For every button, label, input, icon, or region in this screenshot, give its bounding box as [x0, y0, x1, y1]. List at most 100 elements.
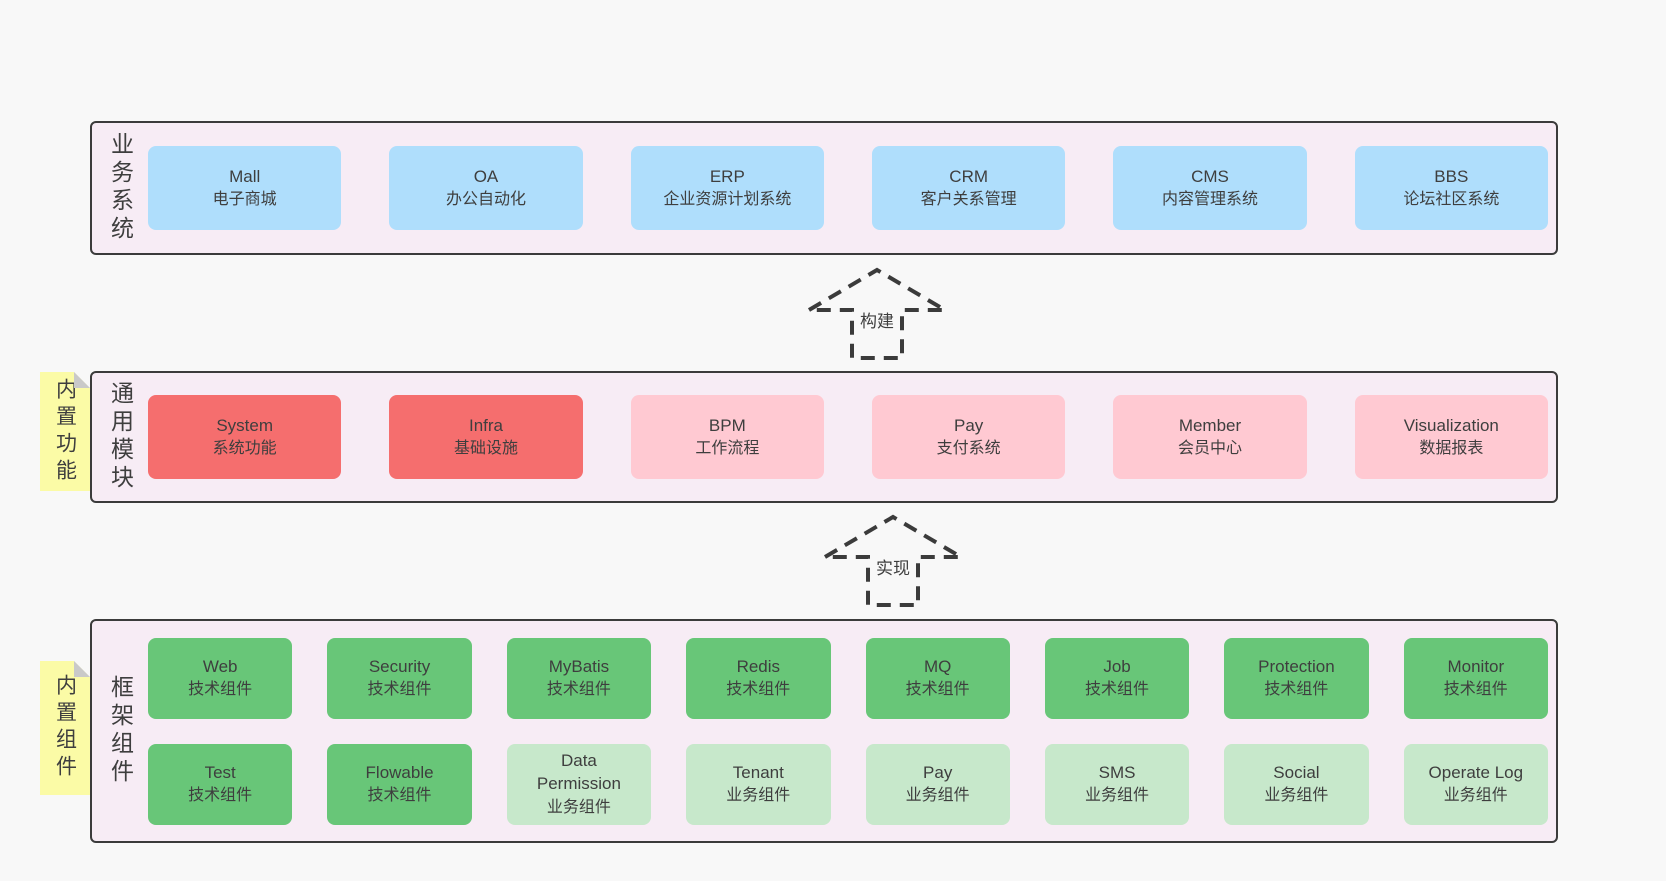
- arrow-label-build: 构建: [857, 310, 897, 334]
- module-title: Tenant: [732, 762, 784, 782]
- module-title: Data Permission: [536, 750, 621, 794]
- module-subtitle: 技术组件: [546, 681, 611, 699]
- panel-label-framework-components: 框架组件: [107, 675, 134, 787]
- module-subtitle: 技术组件: [1085, 681, 1150, 699]
- module-subtitle: 业务组件: [1264, 787, 1329, 805]
- sticky-note-label: 内置组件: [53, 674, 77, 782]
- module-subtitle: 技术组件: [726, 681, 791, 699]
- module-subtitle: 论坛社区系统: [1403, 191, 1500, 209]
- dashed-up-arrow-icon: [806, 267, 948, 360]
- module-box-bbs: BBS 论坛社区系统: [1354, 146, 1548, 230]
- module-subtitle: 企业资源计划系统: [663, 191, 792, 209]
- module-box-system: System 系统功能: [148, 395, 342, 479]
- module-title: System: [216, 415, 273, 435]
- module-subtitle: 技术组件: [188, 787, 253, 805]
- module-title: Pay: [954, 415, 984, 435]
- module-box-redis: Redis 技术组件: [686, 637, 831, 719]
- module-grid: Mall 电子商城 OA 办公自动化 ERP 企业资源计划系统 CRM 客户关系管理 CMS 内容…: [148, 146, 1548, 230]
- module-subtitle: 电子商城: [212, 191, 277, 209]
- module-title: Job: [1103, 656, 1131, 676]
- module-box-tenant: Tenant 业务组件: [686, 743, 831, 825]
- module-subtitle: 办公自动化: [445, 191, 526, 209]
- panel-label-common-modules: 通用模块: [107, 381, 134, 493]
- module-box-sms: SMS 业务组件: [1044, 743, 1190, 825]
- module-subtitle: 数据报表: [1419, 440, 1484, 458]
- module-subtitle: 业务组件: [905, 787, 970, 805]
- module-subtitle: 客户关系管理: [920, 191, 1017, 209]
- module-subtitle: 工作流程: [695, 440, 760, 458]
- sticky-note-builtin-components: 内置组件: [40, 661, 90, 795]
- module-title: MyBatis: [548, 656, 610, 676]
- module-title: Infra: [468, 415, 503, 435]
- arrow-up-build: 构建: [806, 266, 948, 362]
- panel-framework-components: 内置组件 框架组件 Web 技术组件 Security 技术组件 MyBatis 技术组件…: [40, 619, 1558, 843]
- module-box-web: Web 技术组件: [148, 637, 293, 719]
- module-box-flowable: Flowable 技术组件: [327, 743, 472, 825]
- module-box-social: Social 业务组件: [1224, 743, 1369, 825]
- module-title: Visualization: [1403, 415, 1499, 435]
- module-box-pay: Pay 支付系统: [871, 395, 1066, 479]
- panel-business-systems: 业务系统 Mall 电子商城 OA 办公自动化 ERP 企业资源计划系统 CRM 客户关系管理…: [90, 121, 1558, 255]
- module-subtitle: 技术组件: [905, 681, 970, 699]
- module-subtitle: 技术组件: [1264, 681, 1329, 699]
- module-title: Flowable: [365, 762, 434, 782]
- arrow-up-implement: 实现: [822, 513, 964, 609]
- module-title: Monitor: [1447, 656, 1505, 676]
- module-box-member: Member 会员中心: [1113, 395, 1307, 479]
- module-box-visualization: Visualization 数据报表: [1354, 395, 1548, 479]
- sticky-note-builtin-features: 内置功能: [40, 372, 90, 491]
- module-subtitle: 系统功能: [212, 440, 277, 458]
- module-box-test: Test 技术组件: [148, 743, 293, 825]
- module-box-job: Job 技术组件: [1044, 637, 1190, 719]
- module-subtitle: 技术组件: [367, 681, 432, 699]
- module-title: MQ: [923, 656, 952, 676]
- module-subtitle: 技术组件: [188, 681, 253, 699]
- module-box-crm: CRM 客户关系管理: [871, 146, 1066, 230]
- module-title: Protection: [1258, 656, 1335, 676]
- module-box-protection: Protection 技术组件: [1224, 637, 1369, 719]
- module-box-pay: Pay 业务组件: [865, 743, 1010, 825]
- module-title: CRM: [949, 166, 989, 186]
- panel-label-business-systems: 业务系统: [107, 132, 134, 244]
- module-title: Pay: [923, 762, 953, 782]
- module-title: Redis: [736, 656, 781, 676]
- module-title: BPM: [708, 415, 746, 435]
- module-subtitle: 内容管理系统: [1161, 191, 1258, 209]
- module-subtitle: 基础设施: [453, 440, 518, 458]
- module-grid: Test 技术组件 Flowable 技术组件 Data Permission 业务组件 T…: [148, 743, 1548, 825]
- module-box-security: Security 技术组件: [327, 637, 472, 719]
- module-grid-wrap: Mall 电子商城 OA 办公自动化 ERP 企业资源计划系统 CRM 客户关系管理 CMS 内容…: [148, 123, 1556, 253]
- module-box-mall: Mall 电子商城: [148, 146, 342, 230]
- module-title: Test: [204, 762, 236, 782]
- module-title: ERP: [709, 166, 745, 186]
- arrow-label-implement: 实现: [873, 557, 913, 581]
- sticky-note-label: 内置功能: [53, 377, 77, 486]
- module-box-monitor: Monitor 技术组件: [1403, 637, 1548, 719]
- module-title: SMS: [1098, 762, 1136, 782]
- module-grid-wrap: Web 技术组件 Security 技术组件 MyBatis 技术组件 Redis 技术组件 M…: [148, 621, 1556, 841]
- module-box-mybatis: MyBatis 技术组件: [506, 637, 652, 719]
- module-box-erp: ERP 企业资源计划系统: [630, 146, 824, 230]
- module-box-bpm: BPM 工作流程: [630, 395, 824, 479]
- module-subtitle: 支付系统: [936, 440, 1001, 458]
- module-title: BBS: [1434, 166, 1469, 186]
- module-subtitle: 业务组件: [1085, 787, 1150, 805]
- module-title: Operate Log: [1428, 762, 1524, 782]
- module-box-cms: CMS 内容管理系统: [1113, 146, 1307, 230]
- module-box-infra: Infra 基础设施: [389, 395, 583, 479]
- module-title: Mall: [229, 166, 261, 186]
- module-subtitle: 会员中心: [1177, 440, 1242, 458]
- module-title: Member: [1178, 415, 1242, 435]
- module-title: Social: [1273, 762, 1320, 782]
- module-grid: Web 技术组件 Security 技术组件 MyBatis 技术组件 Redis 技术组件 M…: [148, 637, 1548, 719]
- module-subtitle: 技术组件: [1443, 681, 1508, 699]
- module-subtitle: 技术组件: [367, 787, 432, 805]
- module-title: OA: [473, 166, 499, 186]
- panel-common-modules: 内置功能 通用模块 System 系统功能 Infra 基础设施 BPM 工作流程 Pay 支…: [40, 371, 1558, 503]
- module-title: Security: [368, 656, 431, 676]
- module-subtitle: 业务组件: [726, 787, 791, 805]
- module-title: CMS: [1191, 166, 1229, 186]
- module-subtitle: 业务组件: [546, 799, 611, 817]
- module-title: Web: [202, 656, 238, 676]
